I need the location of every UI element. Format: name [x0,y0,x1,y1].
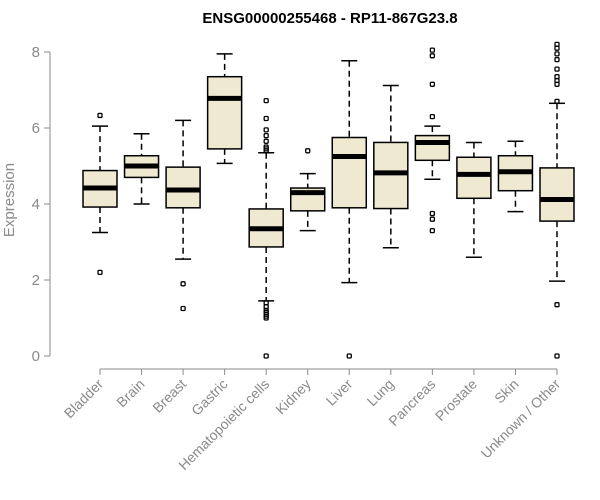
outlier-point [305,148,311,154]
box [373,141,409,210]
outlier-point [429,216,436,222]
x-tick-label: Breast [149,376,189,416]
outlier-point [429,81,436,87]
box-group [82,112,118,276]
x-tick-label: Unknown / Other [478,376,564,462]
outlier-point [263,353,269,359]
x-tick-label: Liver [323,376,356,409]
outlier-point [263,132,269,139]
y-tick-label: 2 [32,272,40,289]
outlier-point [554,353,560,359]
x-tick-label: Brain [113,376,147,410]
x-tick-label: Prostate [432,376,480,424]
box-group [165,119,201,312]
outlier-point [554,51,560,57]
outlier-point [429,227,436,234]
box [539,167,575,222]
chart-title: ENSG00000255468 - RP11-867G23.8 [202,10,457,27]
outlier-point [554,45,560,51]
y-axis-label: Expression [1,163,18,237]
outlier-point [263,315,269,321]
y-tick-label: 6 [32,120,40,137]
box-group [206,53,243,165]
box [456,156,492,200]
box-group [456,141,492,258]
box-group [248,97,284,359]
outlier-point [97,112,103,119]
x-tick-label: Skin [491,376,522,407]
box-group [373,84,409,249]
outlier-point [180,281,186,287]
outlier-point [554,302,560,308]
outlier-point [263,127,269,133]
box-group [539,41,575,359]
y-tick-label: 4 [32,196,40,213]
outlier-point [180,305,186,312]
outlier-point [554,66,560,72]
y-tick-label: 8 [32,44,40,61]
box [206,75,243,150]
outlier-point [263,97,269,104]
boxplot-series [82,41,575,359]
x-tick-label: Kidney [272,376,314,418]
outlier-point [429,53,436,59]
outlier-point [429,47,436,53]
outlier-point [554,81,560,87]
box-group [289,148,326,232]
outlier-point [429,113,436,120]
box-group [123,132,160,205]
box-group [414,47,451,234]
outlier-point [346,353,352,359]
outlier-point [263,138,269,144]
outlier-point [263,148,269,154]
outlier-point [263,115,269,122]
outlier-point [429,210,436,217]
box-group [497,140,534,213]
y-tick-label: 0 [32,348,40,365]
x-tick-label: Bladder [61,376,107,422]
y-axis: 0 2 4 6 8 [32,44,51,365]
outlier-point [554,98,560,105]
outlier-point [554,56,560,63]
box-group [331,59,368,359]
box [414,134,451,162]
box [331,136,368,209]
outlier-point [97,269,103,276]
x-tick-label: Lung [364,376,397,409]
